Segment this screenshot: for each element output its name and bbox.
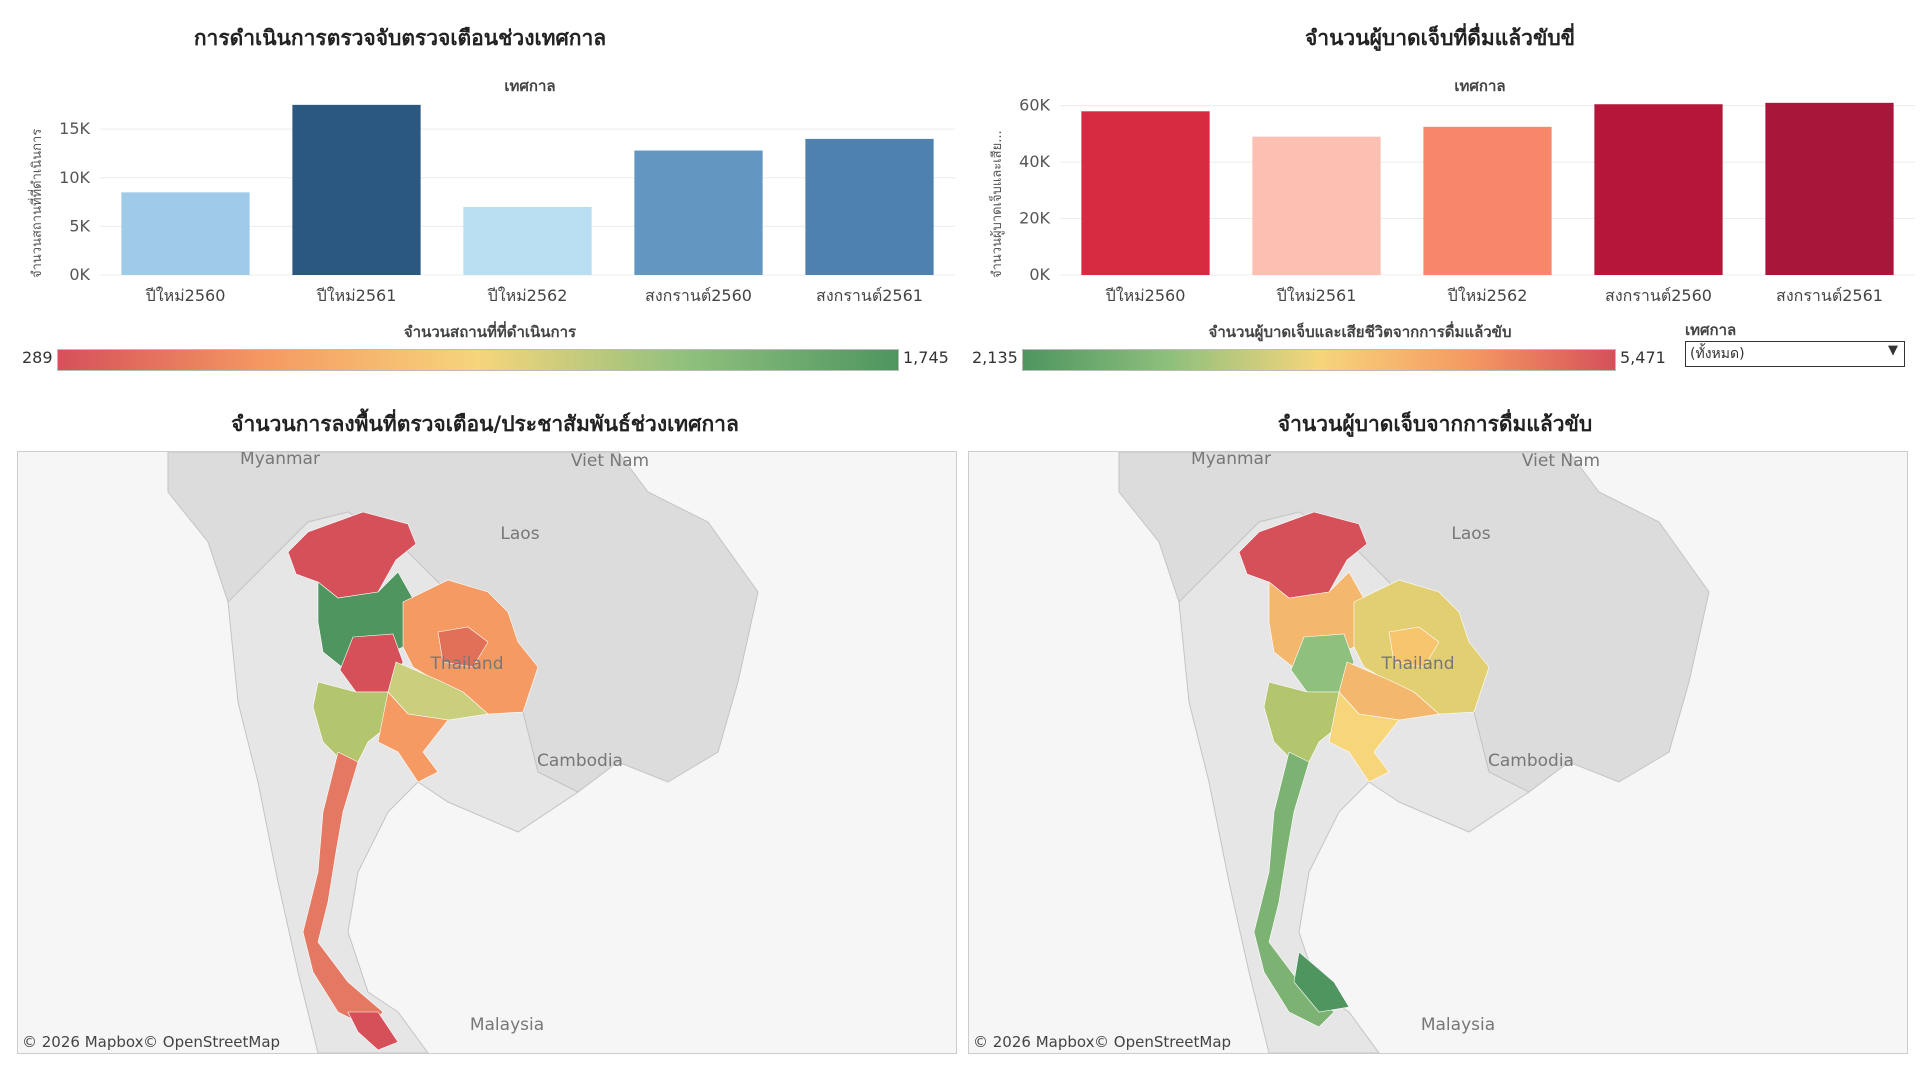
left-bar-ytick-label: 0K [69, 265, 90, 284]
map-landmass [1119, 452, 1709, 1053]
map-label-laos: Laos [500, 524, 539, 544]
left-bar-bar-3[interactable] [634, 151, 762, 275]
map-label-vietnam: Viet Nam [571, 452, 649, 471]
map-label-thailand: Thailand [1380, 654, 1454, 674]
map-label-cambodia: Cambodia [1488, 751, 1574, 771]
left-bar-bar-0[interactable] [121, 192, 249, 275]
right-bar-category-label: ปีใหม่2561 [1276, 286, 1356, 305]
left-legend-label: จำนวนสถานที่ที่ดำเนินการ [60, 320, 920, 344]
map-label-malaysia: Malaysia [470, 1015, 544, 1035]
map-label-laos: Laos [1451, 524, 1490, 544]
right-bar-ytick-label: 0K [1029, 265, 1050, 284]
chevron-down-icon[interactable]: ▼ [1888, 343, 1898, 358]
map-label-cambodia: Cambodia [537, 751, 623, 771]
right-map[interactable]: Myanmar Viet Nam Laos Thailand Cambodia … [968, 451, 1908, 1054]
map-label-myanmar: Myanmar [240, 452, 320, 469]
map-label-vietnam: Viet Nam [1522, 452, 1600, 471]
left-bar-category-label: ปีใหม่2562 [487, 286, 567, 305]
left-bar-category-label: ปีใหม่2560 [145, 286, 225, 305]
right-bar-ytick-label: 60K [1019, 96, 1050, 115]
map-credit-osm[interactable]: © OpenStreetMap [143, 1033, 280, 1051]
left-bar-category-label: สงกรานต์2560 [645, 286, 752, 305]
map-landmass [168, 452, 758, 1053]
left-bar-bar-4[interactable] [805, 139, 933, 275]
right-bar-bar-1[interactable] [1252, 137, 1380, 275]
map-credit-mapbox[interactable]: © 2026 Mapbox [973, 1033, 1094, 1051]
right-bar-bar-4[interactable] [1765, 103, 1893, 275]
map-label-thailand: Thailand [429, 654, 503, 674]
left-bar-ytick-label: 10K [59, 168, 90, 187]
map-credit-mapbox[interactable]: © 2026 Mapbox [22, 1033, 143, 1051]
filter-label: เทศกาล [1685, 318, 1736, 342]
right-bar-chart: 0K 20K 40K 60K ปีใหม่2560 ปีใหม่2561 ปีใหม่256… [960, 0, 1920, 310]
left-bar-chart: 0K 5K 10K 15K ปีใหม่2560 ปีใหม่2561 ปีใหม่2562… [0, 0, 960, 310]
right-bar-category-label: สงกรานต์2561 [1776, 286, 1883, 305]
right-bar-category-label: สงกรานต์2560 [1605, 286, 1712, 305]
right-bar-bar-3[interactable] [1594, 104, 1722, 275]
right-bar-category-label: ปีใหม่2560 [1105, 286, 1185, 305]
right-legend-gradient [1022, 349, 1616, 371]
right-bar-ytick-label: 20K [1019, 209, 1050, 228]
right-bar-ytick-label: 40K [1019, 152, 1050, 171]
right-legend-label: จำนวนผู้บาดเจ็บและเสียชีวิตจากการดื่มแล้… [1060, 320, 1660, 344]
left-bar-bar-2[interactable] [463, 207, 591, 275]
right-map-title: จำนวนผู้บาดเจ็บจากการดื่มแล้วขับ [968, 408, 1902, 441]
left-bar-ytick-label: 15K [59, 119, 90, 138]
map-label-malaysia: Malaysia [1421, 1015, 1495, 1035]
right-bar-bar-2[interactable] [1423, 127, 1551, 275]
left-bar-category-label: สงกรานต์2561 [816, 286, 923, 305]
left-bar-bar-1[interactable] [292, 105, 420, 275]
left-map[interactable]: Myanmar Viet Nam Laos Thailand Cambodia … [17, 451, 957, 1054]
right-bar-bar-0[interactable] [1081, 111, 1209, 275]
map-credit-osm[interactable]: © OpenStreetMap [1094, 1033, 1231, 1051]
left-legend-gradient [57, 349, 899, 371]
map-label-myanmar: Myanmar [1191, 452, 1271, 469]
left-map-title: จำนวนการลงพื้นที่ตรวจเตือน/ประชาสัมพันธ์… [0, 408, 970, 441]
filter-value: (ทั้งหมด) [1690, 343, 1745, 365]
left-bar-ytick-label: 5K [69, 216, 90, 235]
right-legend-max: 5,471 [1620, 348, 1666, 367]
right-bar-category-label: ปีใหม่2562 [1447, 286, 1527, 305]
left-legend-max: 1,745 [903, 348, 949, 367]
festival-filter-dropdown[interactable]: (ทั้งหมด) ▼ [1685, 341, 1905, 367]
left-bar-category-label: ปีใหม่2561 [316, 286, 396, 305]
left-legend-min: 289 [22, 348, 53, 367]
right-legend-min: 2,135 [972, 348, 1018, 367]
